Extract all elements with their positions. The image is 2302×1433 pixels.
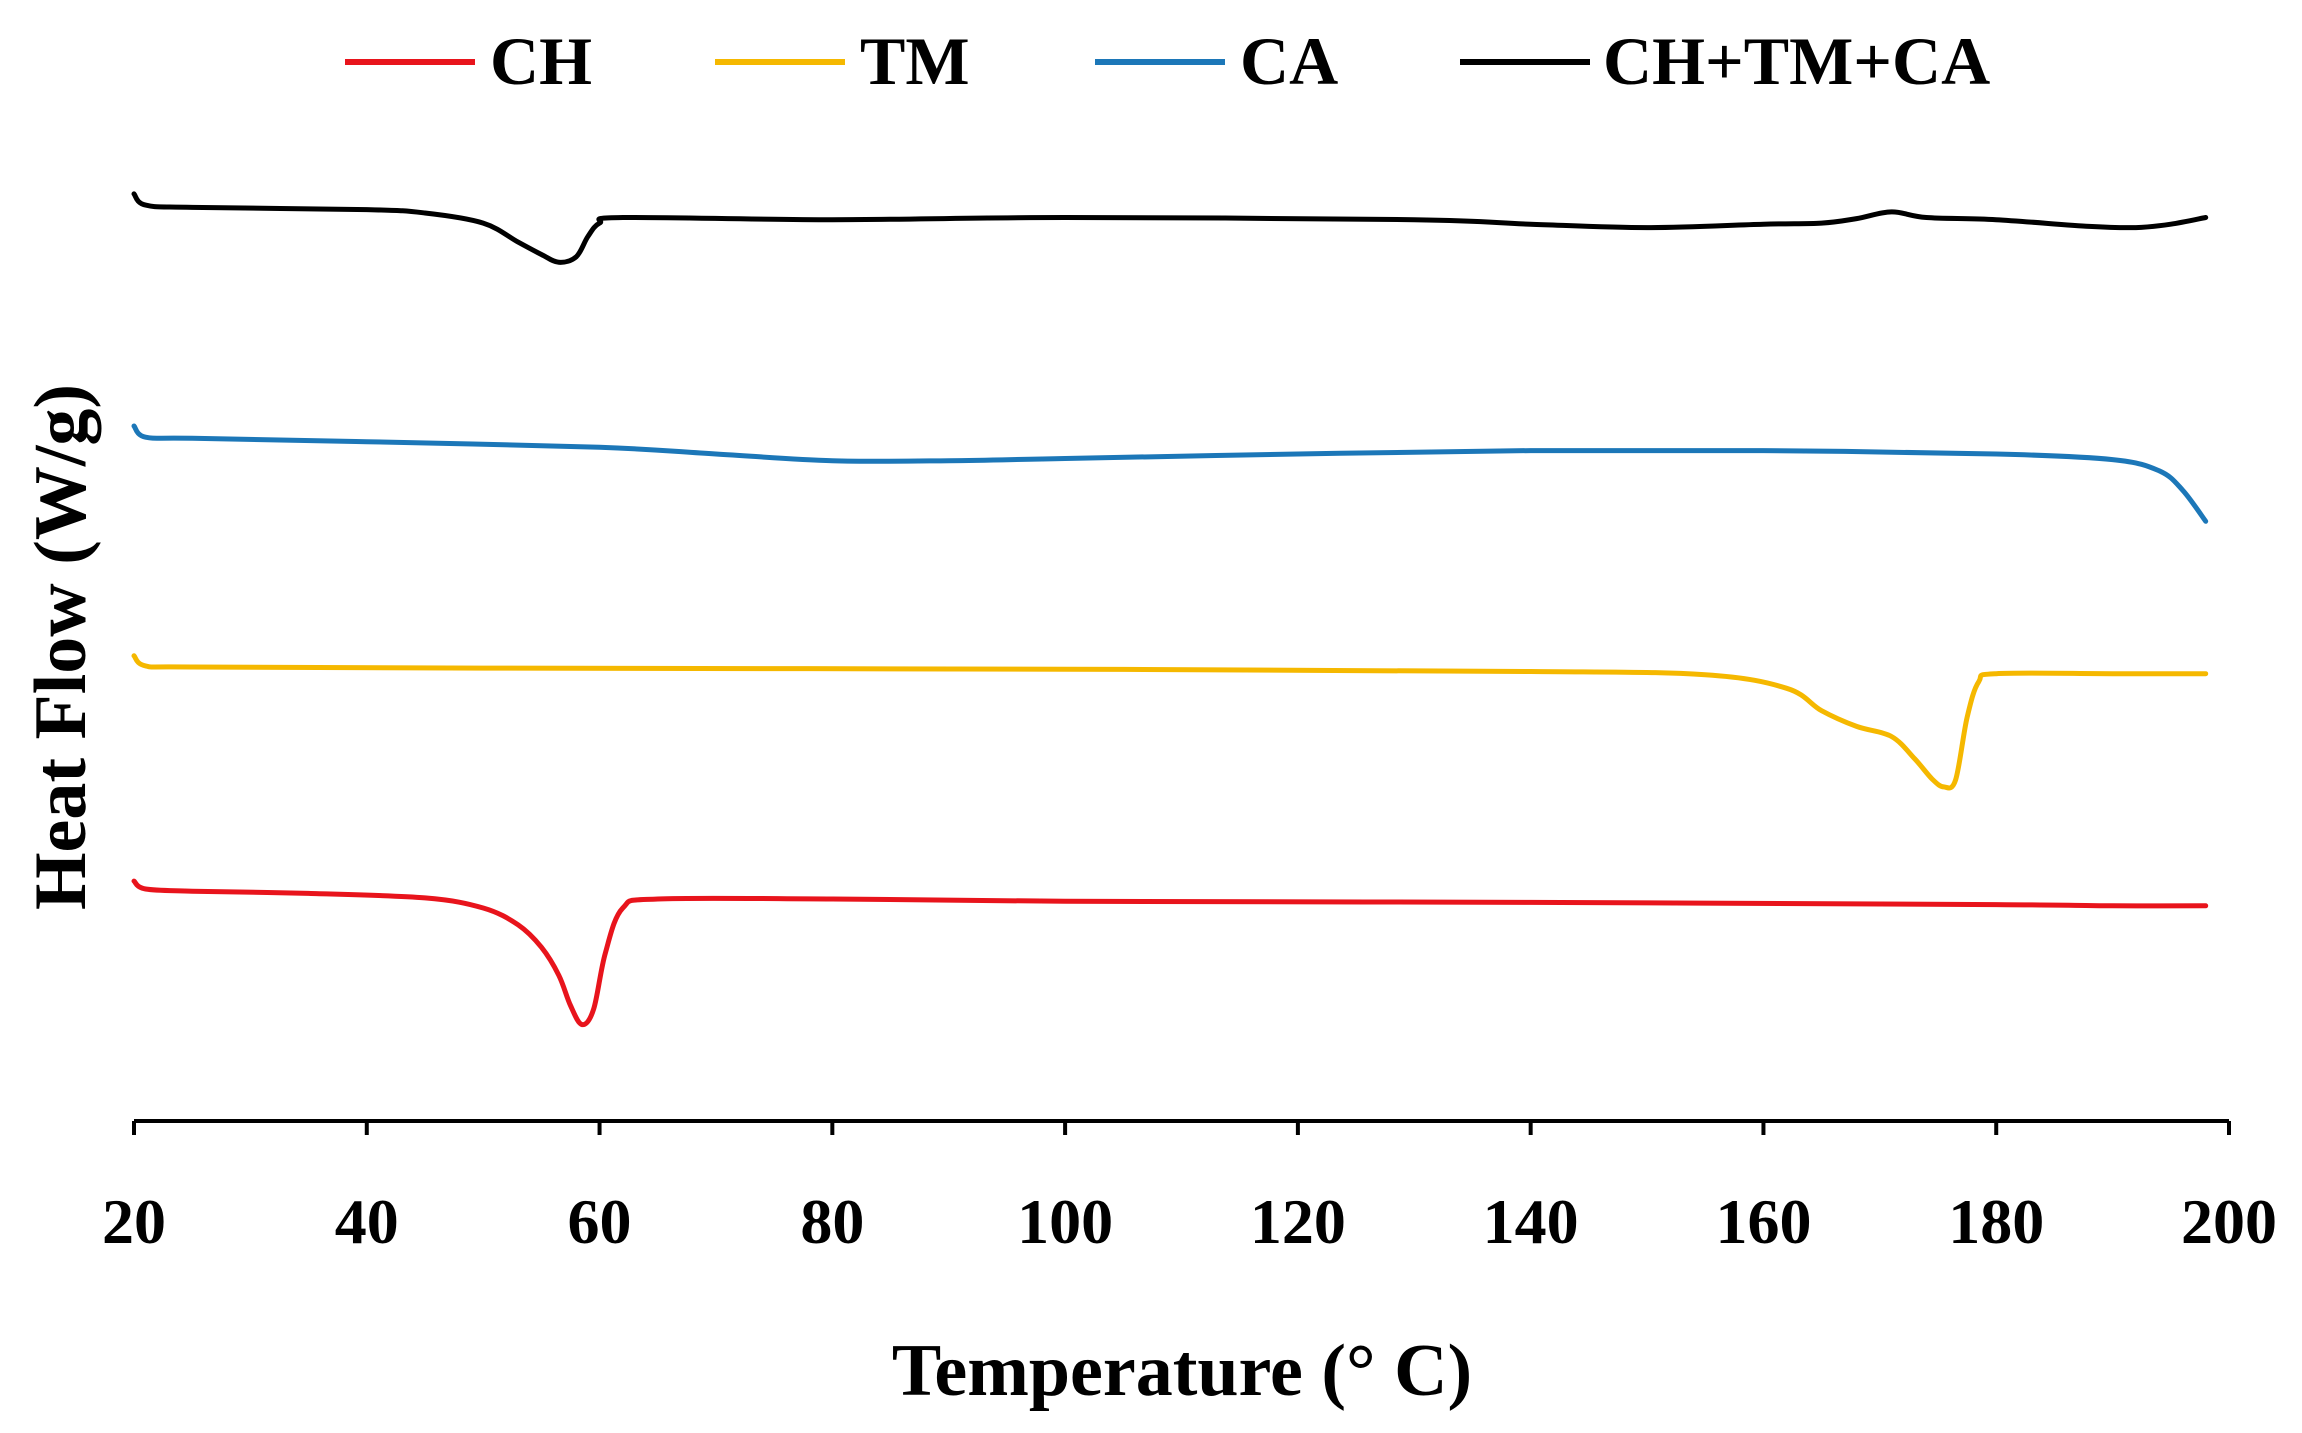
x-ticks [132,1121,2231,1135]
x-tick-label-200: 200 [2181,1186,2277,1257]
x-tick-label-40: 40 [335,1186,399,1257]
legend-label-ca: CA [1240,23,1338,99]
legend-label-ch: CH [490,23,592,99]
legend-label-tm: TM [860,23,970,99]
x-axis-title: Temperature (° C) [892,1330,1472,1412]
series-line-ca [131,423,2209,524]
x-tick-label-120: 120 [1250,1186,1346,1257]
x-tick-labels: 20 40 60 80 100 120 140 160 180 200 [102,1186,2277,1257]
x-tick-label-180: 180 [1948,1186,2044,1257]
x-tick-label-20: 20 [102,1186,166,1257]
x-axis: 20 40 60 80 100 120 140 160 180 200 [102,1119,2277,1257]
series-line-ch [131,878,2209,1028]
x-tick-label-140: 140 [1483,1186,1579,1257]
legend: CH TM CA CH+TM+CA [345,23,1990,99]
x-tick-label-80: 80 [800,1186,864,1257]
series-line-ch-tm-ca [131,191,2209,265]
x-tick-label-160: 160 [1715,1186,1811,1257]
series-line-tm [131,653,2209,791]
y-axis-title: Heat Flow (W/g) [20,384,102,910]
series-group [131,191,2209,1028]
x-tick-label-100: 100 [1017,1186,1113,1257]
x-tick-label-60: 60 [568,1186,632,1257]
legend-label-ch-tm-ca: CH+TM+CA [1603,23,1990,99]
